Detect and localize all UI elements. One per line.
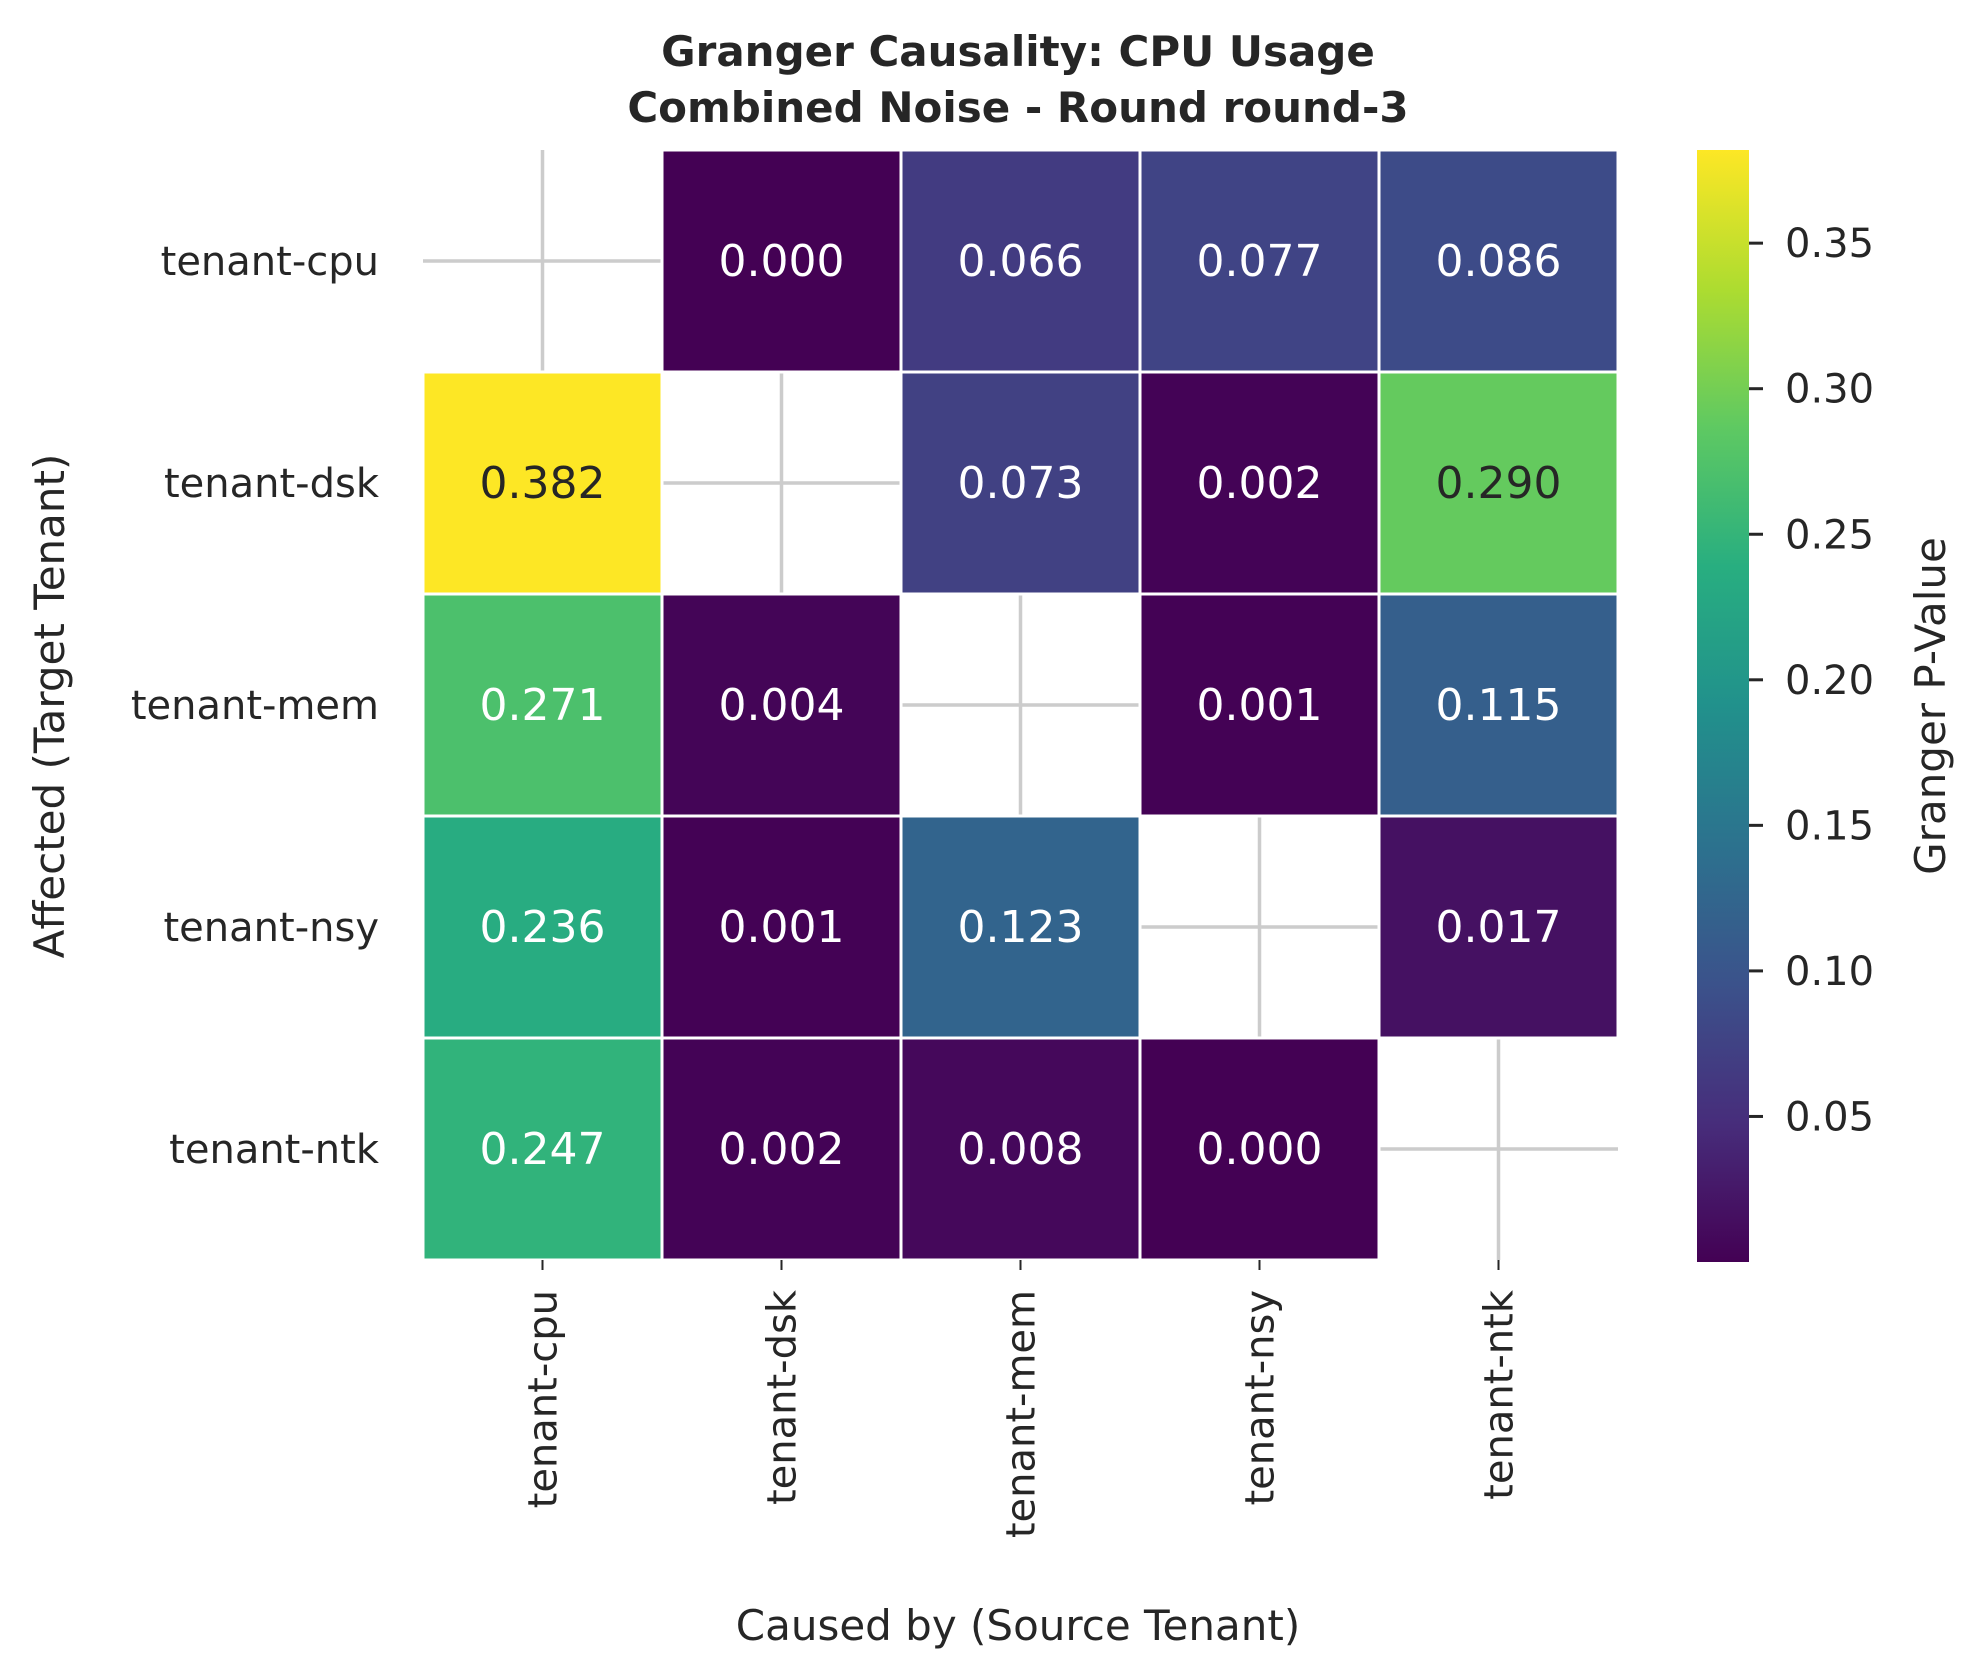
y-tick-label: tenant-dsk: [164, 461, 380, 507]
colorbar-gradient: [1697, 150, 1749, 1262]
chart-title-line-2: Combined Noise - Round round-3: [627, 83, 1408, 132]
chart-title-line-1: Granger Causality: CPU Usage: [661, 27, 1375, 76]
cell-value-label: 0.008: [958, 1124, 1084, 1175]
y-tick-label: tenant-cpu: [161, 239, 379, 285]
x-axis-label: Caused by (Source Tenant): [736, 1601, 1300, 1650]
heatmap-cell: [1377, 592, 1620, 818]
cell-value-label: 0.382: [480, 458, 606, 509]
heatmap-cell: [1377, 148, 1620, 374]
cell-value-label: 0.066: [958, 236, 1084, 287]
heatmap-cell: [899, 814, 1142, 1040]
x-tick-label: tenant-dsk: [760, 1289, 806, 1505]
colorbar-tick-label: 0.25: [1785, 512, 1874, 558]
heatmap-cells: [421, 148, 1620, 1262]
colorbar: 0.05 0.10 0.15 0.20 0.25 0.30 0.35 Granger P-V…: [1697, 150, 1955, 1262]
y-tick-label: tenant-ntk: [169, 1127, 380, 1173]
heatmap-cell: [1138, 370, 1381, 596]
cell-value-label: 0.002: [719, 1124, 845, 1175]
heatmap-cell: [1377, 370, 1620, 596]
heatmap-cell: [660, 1036, 903, 1262]
cell-value-label: 0.000: [719, 236, 845, 287]
colorbar-tick-label: 0.15: [1785, 803, 1874, 849]
x-tick-label: tenant-ntk: [1477, 1289, 1523, 1500]
x-tick-label: tenant-cpu: [521, 1290, 567, 1508]
heatmap-cell: [899, 1036, 1142, 1262]
y-tick-label: tenant-nsy: [164, 905, 380, 951]
cell-value-label: 0.271: [480, 680, 606, 731]
cell-value-label: 0.073: [958, 458, 1084, 509]
cell-value-label: 0.115: [1436, 680, 1562, 731]
cell-value-label: 0.001: [719, 902, 845, 953]
x-tick-label: tenant-mem: [999, 1290, 1045, 1538]
colorbar-tick-label: 0.30: [1785, 367, 1874, 413]
cell-value-label: 0.290: [1436, 458, 1562, 509]
colorbar-tick-label: 0.20: [1785, 658, 1874, 704]
colorbar-tick-label: 0.35: [1785, 221, 1874, 267]
colorbar-ticks: 0.05 0.10 0.15 0.20 0.25 0.30 0.35: [1749, 221, 1874, 1140]
heatmap-cell: [1377, 814, 1620, 1040]
colorbar-tick-label: 0.10: [1785, 949, 1874, 995]
heatmap-cell: [899, 148, 1142, 374]
cell-value-label: 0.002: [1197, 458, 1323, 509]
cell-value-label: 0.077: [1197, 236, 1323, 287]
cell-value-label: 0.004: [719, 680, 845, 731]
heatmap-cell: [421, 370, 664, 596]
heatmap-cell: [660, 592, 903, 818]
heatmap-cell: [1138, 592, 1381, 818]
colorbar-label: Granger P-Value: [1906, 537, 1955, 875]
cell-value-labels: 0.000 0.066 0.077 0.086 0.382 0.073 0.002 0.290…: [480, 236, 1562, 1175]
cell-value-label: 0.017: [1436, 902, 1562, 953]
y-axis-label: Affected (Target Tenant): [25, 454, 74, 959]
cell-value-label: 0.123: [958, 902, 1084, 953]
cell-value-label: 0.236: [480, 902, 606, 953]
x-tick-label: tenant-nsy: [1238, 1290, 1284, 1506]
heatmap-cell: [1138, 1036, 1381, 1262]
x-tick-labels: tenant-cpu tenant-dsk tenant-mem tenant-nsy…: [521, 1260, 1523, 1538]
heatmap-cell: [899, 370, 1142, 596]
y-tick-labels: tenant-cpu tenant-dsk tenant-mem tenant-nsy…: [131, 239, 380, 1173]
cell-value-label: 0.001: [1197, 680, 1323, 731]
heatmap-cell: [421, 592, 664, 818]
heatmap-cell: [421, 814, 664, 1040]
heatmap-cell: [660, 814, 903, 1040]
y-tick-label: tenant-mem: [131, 683, 379, 729]
cell-value-label: 0.000: [1197, 1124, 1323, 1175]
colorbar-tick-label: 0.05: [1785, 1094, 1874, 1140]
cell-value-label: 0.247: [480, 1124, 606, 1175]
cell-value-label: 0.086: [1436, 236, 1562, 287]
